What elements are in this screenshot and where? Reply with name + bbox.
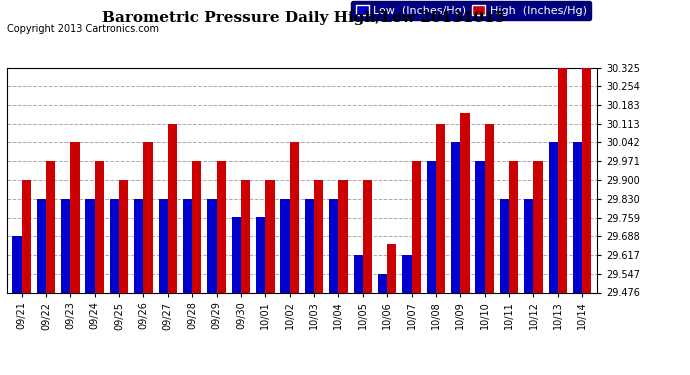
Bar <box>475 161 484 292</box>
Bar <box>207 199 217 292</box>
Bar <box>378 274 387 292</box>
Bar <box>266 180 275 292</box>
Bar <box>183 199 193 292</box>
Bar <box>451 142 460 292</box>
Bar <box>314 180 324 292</box>
Bar <box>402 255 411 292</box>
Bar <box>37 199 46 292</box>
Bar <box>144 142 152 292</box>
Bar <box>582 68 591 292</box>
Bar <box>484 124 494 292</box>
Bar <box>290 142 299 292</box>
Bar <box>159 199 168 292</box>
Bar <box>329 199 338 292</box>
Bar <box>338 180 348 292</box>
Bar <box>363 180 372 292</box>
Bar <box>86 199 95 292</box>
Bar <box>46 161 55 292</box>
Bar <box>21 180 31 292</box>
Bar <box>353 255 363 292</box>
Bar <box>573 142 582 292</box>
Bar <box>70 142 79 292</box>
Bar <box>549 142 558 292</box>
Bar <box>168 124 177 292</box>
Bar <box>241 180 250 292</box>
Bar <box>533 161 543 292</box>
Bar <box>305 199 314 292</box>
Bar <box>110 199 119 292</box>
Bar <box>460 113 470 292</box>
Bar <box>411 161 421 292</box>
Bar <box>193 161 201 292</box>
Bar <box>134 199 144 292</box>
Bar <box>509 161 518 292</box>
Bar <box>232 217 241 292</box>
Bar <box>256 217 266 292</box>
Bar <box>524 199 533 292</box>
Bar <box>61 199 70 292</box>
Text: Copyright 2013 Cartronics.com: Copyright 2013 Cartronics.com <box>7 24 159 34</box>
Bar <box>95 161 104 292</box>
Bar <box>436 124 445 292</box>
Bar <box>12 236 21 292</box>
Bar <box>280 199 290 292</box>
Bar <box>426 161 436 292</box>
Bar <box>500 199 509 292</box>
Bar <box>387 244 397 292</box>
Text: Barometric Pressure Daily High/Low 20131015: Barometric Pressure Daily High/Low 20131… <box>102 11 505 25</box>
Bar <box>558 68 567 292</box>
Legend: Low  (Inches/Hg), High  (Inches/Hg): Low (Inches/Hg), High (Inches/Hg) <box>351 1 591 20</box>
Bar <box>119 180 128 292</box>
Bar <box>217 161 226 292</box>
